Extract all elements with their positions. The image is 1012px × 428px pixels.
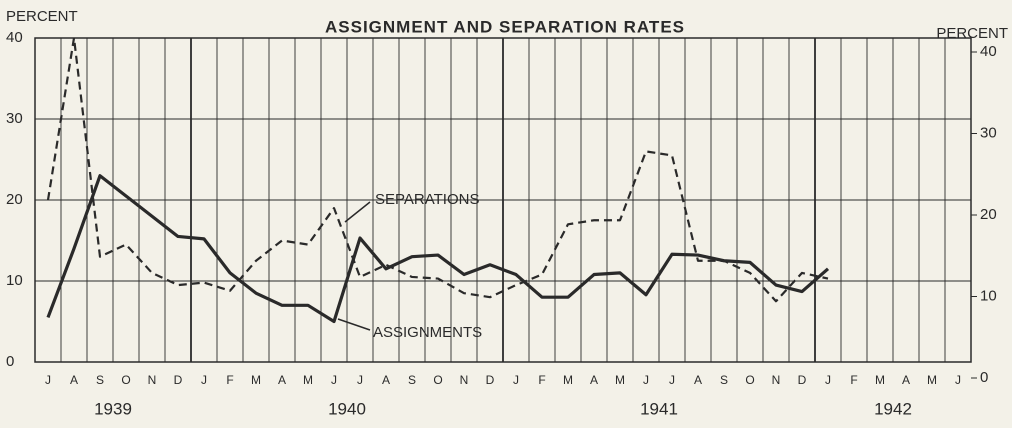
y2-tick-label: 30 — [980, 124, 997, 141]
x-tick-label: D — [798, 373, 807, 387]
x-tick-label: J — [825, 373, 831, 387]
x-tick-label: A — [278, 373, 286, 387]
year-label: 1939 — [94, 399, 132, 418]
y-tick-label: 10 — [6, 272, 23, 289]
x-tick-label: A — [382, 373, 390, 387]
y-tick-label: 0 — [6, 353, 14, 370]
y-tick-label: 20 — [6, 191, 23, 208]
y2-tick-label: 10 — [980, 287, 997, 304]
x-tick-label: N — [148, 373, 157, 387]
x-tick-label: M — [615, 373, 625, 387]
x-tick-label: N — [772, 373, 781, 387]
x-tick-label: M — [563, 373, 573, 387]
y-axis-label: PERCENT — [6, 8, 78, 25]
x-tick-label: J — [357, 373, 363, 387]
x-tick-label: J — [45, 373, 51, 387]
annotation-arrow — [344, 201, 371, 223]
x-tick-label: M — [875, 373, 885, 387]
x-tick-label: A — [694, 373, 702, 387]
x-tick-label: A — [70, 373, 78, 387]
x-tick-label: D — [486, 373, 495, 387]
x-tick-label: O — [433, 373, 442, 387]
x-tick-label: J — [643, 373, 649, 387]
series-line — [46, 36, 829, 303]
year-label: 1941 — [640, 399, 678, 418]
y2-tick-label: 40 — [980, 43, 997, 60]
annotation-arrow — [337, 318, 371, 331]
y2-tick-label: 20 — [980, 206, 997, 223]
x-tick-label: F — [226, 373, 233, 387]
x-tick-label: F — [538, 373, 545, 387]
series-line — [46, 174, 830, 324]
y-tick-label: 40 — [6, 29, 23, 46]
x-tick-label: M — [927, 373, 937, 387]
x-tick-label: M — [303, 373, 313, 387]
year-label: 1942 — [874, 399, 912, 418]
x-tick-label: A — [590, 373, 598, 387]
x-tick-label: J — [331, 373, 337, 387]
series-annotation: ASSIGNMENTS — [373, 324, 482, 341]
x-tick-label: J — [955, 373, 961, 387]
series-annotation: SEPARATIONS — [375, 191, 479, 208]
x-tick-label: D — [174, 373, 183, 387]
x-tick-label: O — [745, 373, 754, 387]
x-tick-label: S — [720, 373, 728, 387]
x-tick-label: M — [251, 373, 261, 387]
x-tick-label: F — [850, 373, 857, 387]
x-tick-label: S — [96, 373, 104, 387]
x-tick-label: S — [408, 373, 416, 387]
x-tick-label: O — [121, 373, 130, 387]
chart-title: ASSIGNMENT AND SEPARATION RATES — [325, 17, 685, 36]
y-tick-label: 30 — [6, 110, 23, 127]
y2-axis-label: PERCENT — [936, 25, 1008, 42]
y2-tick-label: 0 — [980, 369, 988, 386]
x-tick-label: A — [902, 373, 910, 387]
x-tick-label: N — [460, 373, 469, 387]
year-label: 1940 — [328, 399, 366, 418]
x-tick-label: J — [669, 373, 675, 387]
x-tick-label: J — [513, 373, 519, 387]
x-tick-label: J — [201, 373, 207, 387]
